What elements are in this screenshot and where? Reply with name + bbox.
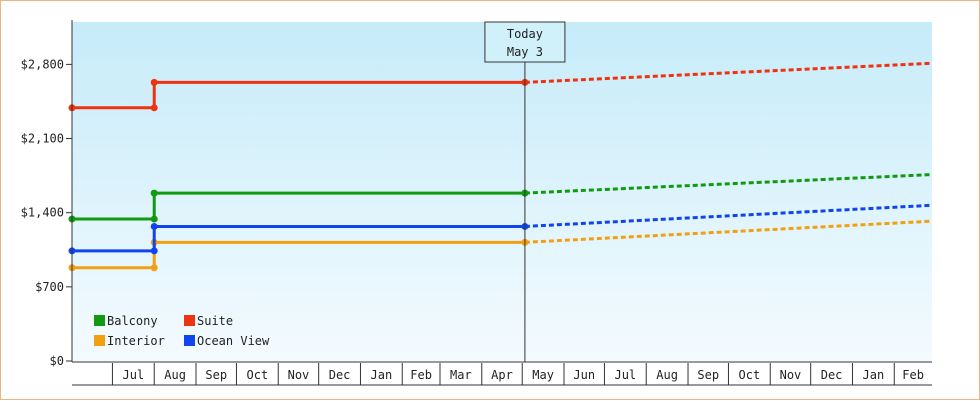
month-label: Sep: [697, 368, 719, 382]
series-line-balcony: [72, 191, 525, 221]
month-label: Dec: [821, 368, 843, 382]
legend-swatch-interior: [94, 335, 105, 346]
month-label: Jul: [614, 368, 636, 382]
month-label: Feb: [410, 368, 432, 382]
month-label: Mar: [450, 368, 472, 382]
data-point-balcony: [150, 189, 158, 197]
y-tick-label: $0: [50, 354, 64, 368]
y-tick-label: $2,100: [21, 132, 64, 146]
legend-label-balcony: Balcony: [107, 314, 158, 328]
month-label: Feb: [902, 368, 924, 382]
month-label: Apr: [491, 368, 513, 382]
month-label: Aug: [164, 368, 186, 382]
forecast-line-ocean-view: [524, 203, 933, 228]
data-point-suite: [150, 78, 158, 86]
month-label: Oct: [739, 368, 761, 382]
today-date-label: May 3: [507, 45, 543, 59]
legend-label-suite: Suite: [197, 314, 233, 328]
forecast-line-interior: [524, 219, 933, 244]
y-tick-label: $2,800: [21, 57, 64, 71]
month-label: Nov: [288, 368, 310, 382]
y-tick-label: $700: [35, 280, 64, 294]
month-label: Jun: [573, 368, 595, 382]
series-line-interior: [72, 240, 525, 270]
forecast-line-suite: [524, 61, 933, 84]
series-layer: [68, 61, 933, 272]
legend-label-interior: Interior: [107, 334, 165, 348]
month-label: Sep: [205, 368, 227, 382]
legend: Balcony Suite Interior Ocean View: [94, 314, 270, 348]
today-label: Today: [507, 27, 543, 41]
legend-swatch-suite: [184, 315, 195, 326]
month-label: Jan: [371, 368, 393, 382]
data-point-ocean-view: [150, 247, 158, 255]
month-label: Jul: [122, 368, 144, 382]
legend-swatch-balcony: [94, 315, 105, 326]
today-marker: Today May 3: [484, 21, 566, 362]
axes: $0 $700 $1,400 $2,100 $2,800 Jul Aug Sep Oct Nov D…: [21, 20, 932, 386]
data-point-suite: [150, 104, 158, 112]
month-label: Nov: [780, 368, 802, 382]
data-point-balcony: [150, 215, 158, 223]
month-label: Aug: [656, 368, 678, 382]
series-line-suite: [72, 80, 525, 110]
month-label: Dec: [329, 368, 351, 382]
month-label: May: [532, 368, 554, 382]
month-label: Oct: [247, 368, 269, 382]
series-line-ocean-view: [72, 224, 525, 253]
data-point-interior: [150, 264, 158, 272]
plot-area: [72, 22, 932, 361]
today-box: [484, 21, 566, 63]
month-label: Jan: [863, 368, 885, 382]
legend-label-ocean-view: Ocean View: [197, 334, 270, 348]
y-tick-label: $1,400: [21, 206, 64, 220]
legend-swatch-ocean-view: [184, 335, 195, 346]
forecast-line-balcony: [524, 173, 933, 195]
data-point-ocean-view: [150, 222, 158, 230]
